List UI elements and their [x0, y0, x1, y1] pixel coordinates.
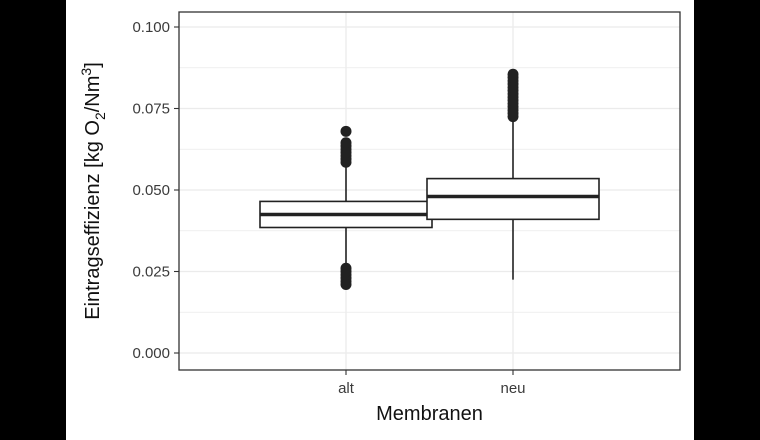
x-tick-label: neu: [500, 380, 525, 397]
y-tick-label: 0.100: [132, 19, 170, 36]
y-tick-label: 0.050: [132, 182, 170, 199]
boxplot-chart: 0.000 0.025 0.050 0.075 0.100 alt neu Membran…: [78, 11, 681, 425]
y-tick-label: 0.000: [132, 345, 170, 362]
boxplot-series: [259, 68, 600, 291]
box-alt: [259, 125, 433, 291]
y-tick-label: 0.075: [132, 101, 170, 118]
x-axis-title: Membranen: [376, 403, 483, 425]
y-tick-label: 0.025: [132, 264, 170, 281]
outlier-point: [507, 68, 519, 80]
y-axis-title-subscript: 2: [92, 112, 108, 120]
x-tick-label: alt: [338, 380, 355, 397]
x-axis-ticks: alt neu: [338, 370, 526, 397]
outlier-point: [340, 137, 352, 149]
y-axis-ticks: 0.000 0.025 0.050 0.075 0.100: [132, 19, 179, 362]
y-axis-title-superscript: 3: [78, 68, 94, 76]
chart-page: 0.000 0.025 0.050 0.075 0.100 alt neu Membran…: [66, 0, 694, 440]
y-axis-title: Eintragseffizienz [kg O2/Nm3]: [78, 62, 108, 320]
plot-panel-border: [178, 11, 681, 371]
y-axis-title-end: ]: [82, 62, 104, 68]
y-axis-title-mid: /Nm: [82, 76, 104, 113]
y-axis-title-main: Eintragseffizienz [kg O: [82, 120, 104, 320]
outlier-point: [340, 125, 352, 137]
box-neu: [426, 68, 600, 280]
outlier-point: [340, 262, 352, 274]
iqr-box: [426, 177, 600, 221]
